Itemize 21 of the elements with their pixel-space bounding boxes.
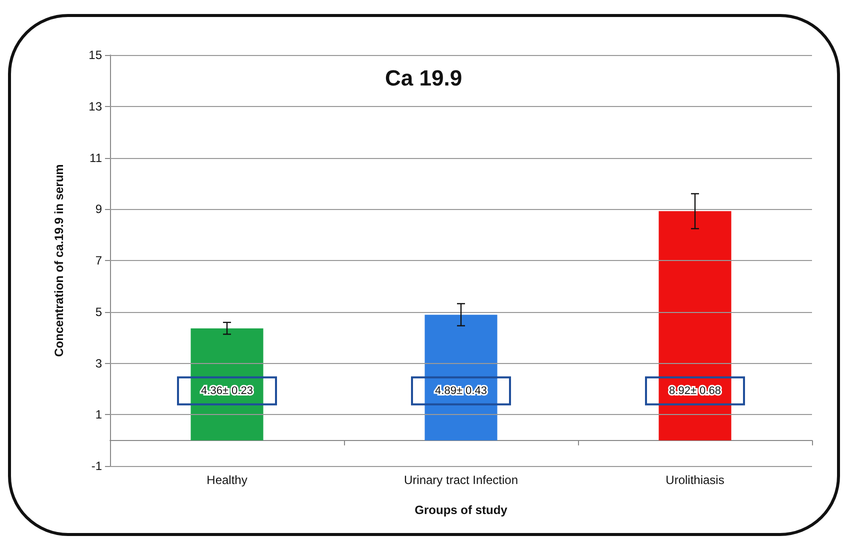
y-tick-label: 3 xyxy=(95,356,102,370)
text: Ca 19.9 xyxy=(385,66,462,90)
y-tick-label: 5 xyxy=(95,304,102,319)
data-label: 8.92± 0.68 xyxy=(669,384,721,397)
y-tick-label: 9 xyxy=(95,202,102,216)
y-tick-label: -1 xyxy=(91,459,102,473)
bar xyxy=(190,328,264,440)
data-label: 4.89± 0.43 xyxy=(435,384,487,397)
x-tick-label: Healthy xyxy=(206,473,248,487)
bar xyxy=(424,314,498,440)
y-tick-label: 7 xyxy=(95,254,102,268)
y-tick-label: 15 xyxy=(88,48,102,62)
y-tick-label: 11 xyxy=(90,150,102,165)
x-tick-label: Urinary tract Infection xyxy=(404,473,518,487)
x-tick-label: Urolithiasis xyxy=(666,473,724,487)
y-tick-label: 13 xyxy=(88,99,102,114)
data-label: 4.36± 0.23 xyxy=(201,384,253,397)
x-axis-title: Groups of study xyxy=(414,503,508,517)
bar xyxy=(658,211,732,440)
y-axis-title: Concentration of ca.19.9 in serum xyxy=(52,164,66,357)
y-tick-label: 1 xyxy=(95,408,102,422)
